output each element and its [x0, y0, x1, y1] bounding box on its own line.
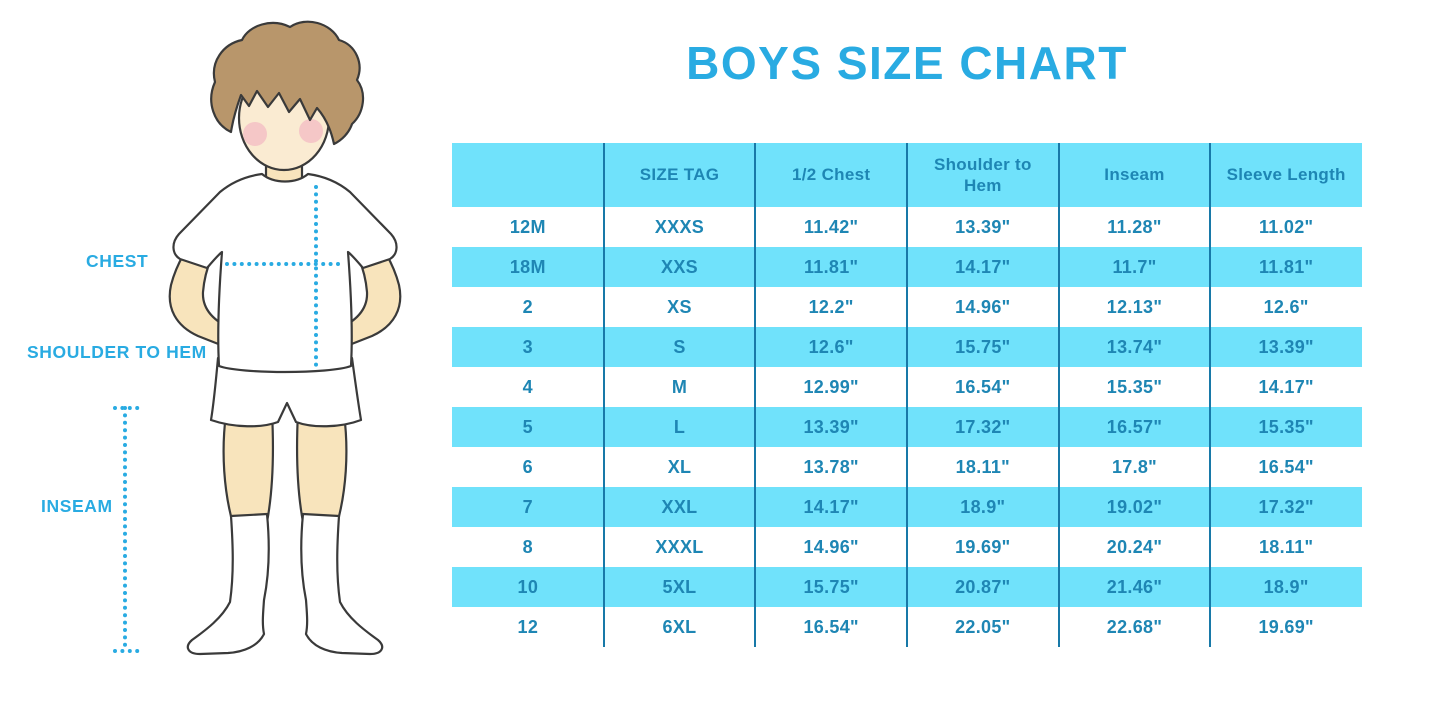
table-cell: 22.68" — [1106, 616, 1163, 637]
table-cell: XXS — [661, 256, 698, 277]
table-cell: M — [671, 376, 688, 397]
shoulder-to-hem-label: SHOULDER TO HEM — [27, 342, 207, 362]
table-cell: 18.11" — [955, 456, 1011, 477]
right-leg — [295, 410, 348, 526]
table-cell: 11.7" — [1112, 256, 1157, 277]
table-cell: 11.81" — [1258, 256, 1314, 277]
table-cell: 16.54" — [955, 376, 1011, 397]
table-cell: 15.35" — [1106, 376, 1163, 397]
column-divider — [602, 143, 605, 647]
table-cell: 13.39" — [1258, 336, 1314, 357]
table-cell: 12.2" — [808, 296, 854, 317]
table-cell: 13.78" — [803, 456, 859, 477]
table-cell: 3 — [522, 336, 533, 357]
table-cell: 11.42" — [803, 216, 859, 237]
inseam-label: INSEAM — [41, 496, 113, 516]
chest-label: CHEST — [86, 251, 149, 271]
boy-illustration — [113, 20, 402, 656]
table-cell: 16.54" — [1258, 456, 1314, 477]
table-cell: 12.13" — [1106, 296, 1163, 317]
table-cell: 13.39" — [803, 416, 859, 437]
column-header: Shoulder to Hem — [933, 154, 1032, 195]
table-cell: 16.54" — [803, 616, 859, 637]
table-cell: 18.9" — [1263, 576, 1309, 597]
table-cell: 17.8" — [1111, 456, 1158, 477]
table-cell: 18M — [509, 256, 546, 277]
left-leg — [222, 410, 275, 526]
table-cell: 11.81" — [803, 256, 859, 277]
table-cell: 14.96" — [955, 296, 1011, 317]
table-cell: XS — [667, 296, 692, 317]
table-cell: 18.9" — [960, 496, 1006, 517]
table-cell: 18.11" — [1258, 536, 1314, 557]
table-cell: 20.87" — [955, 576, 1011, 597]
table-cell: 15.35" — [1258, 416, 1314, 437]
left-cheek-blush — [243, 122, 267, 146]
column-header: Inseam — [1104, 165, 1165, 185]
boy-figure: CHEST SHOULDER TO HEM INSEAM — [0, 0, 450, 723]
table-cell: 6XL — [662, 616, 697, 637]
table-cell: 17.32" — [955, 416, 1011, 437]
column-divider — [1057, 143, 1060, 647]
table-cell: 15.75" — [955, 336, 1011, 357]
size-table: SIZE TAG 1/2 Chest Shoulder to Hem Inseam Sl… — [452, 143, 1362, 647]
table-cell: 19.69" — [1258, 616, 1314, 637]
column-divider — [1209, 143, 1212, 647]
table-cell: 5XL — [662, 576, 697, 597]
table-cell: L — [673, 416, 686, 437]
column-header: Sleeve Length — [1226, 165, 1346, 185]
column-header: SIZE TAG — [639, 165, 720, 185]
table-cell: 19.69" — [955, 536, 1011, 557]
table-cell: 12M — [509, 216, 546, 237]
table-cell: 19.02" — [1106, 496, 1163, 517]
table-cell: 21.46" — [1106, 576, 1163, 597]
table-cell: XL — [667, 456, 692, 477]
table-cell: 5 — [522, 416, 533, 437]
table-cell: 12.6" — [1263, 296, 1309, 317]
right-sock — [300, 512, 384, 656]
table-cell: 14.17" — [955, 256, 1011, 277]
table-cell: 14.96" — [803, 536, 859, 557]
table-cell: 7 — [522, 496, 533, 517]
table-cell: 14.17" — [1258, 376, 1314, 397]
table-cell: 11.28" — [1107, 216, 1162, 237]
table-cell: 4 — [522, 376, 533, 397]
table-cell: 12.99" — [803, 376, 859, 397]
column-header: 1/2 Chest — [792, 165, 871, 185]
table-cell: 13.74" — [1106, 336, 1163, 357]
table-cell: XXL — [661, 496, 698, 517]
column-divider — [906, 143, 908, 647]
table-cell: 8 — [522, 536, 533, 557]
table-cell: 13.39" — [955, 216, 1011, 237]
page-title: BOYS SIZE CHART — [686, 37, 1128, 89]
column-divider — [754, 143, 757, 647]
t-shirt — [172, 172, 398, 374]
table-cell: 22.05" — [955, 616, 1011, 637]
table-cell: 15.75" — [803, 576, 859, 597]
table-cell: 20.24" — [1106, 536, 1163, 557]
column-header — [452, 143, 604, 207]
table-cell: 2 — [522, 296, 533, 317]
table-cell: 6 — [522, 456, 533, 477]
table-cell: 10 — [517, 576, 539, 597]
table-cell: 11.02" — [1258, 216, 1314, 237]
left-sock — [186, 512, 270, 656]
table-cell: 14.17" — [803, 496, 859, 517]
table-cell: 12 — [517, 616, 539, 637]
right-cheek-blush — [299, 119, 323, 143]
hair — [210, 20, 365, 146]
table-cell: 16.57" — [1106, 416, 1163, 437]
table-cell: 17.32" — [1258, 496, 1314, 517]
table-cell: 12.6" — [808, 336, 854, 357]
table-cell: XXXL — [655, 536, 704, 557]
shorts — [209, 356, 363, 428]
table-cell: S — [673, 336, 686, 357]
table-cell: XXXS — [654, 216, 705, 237]
